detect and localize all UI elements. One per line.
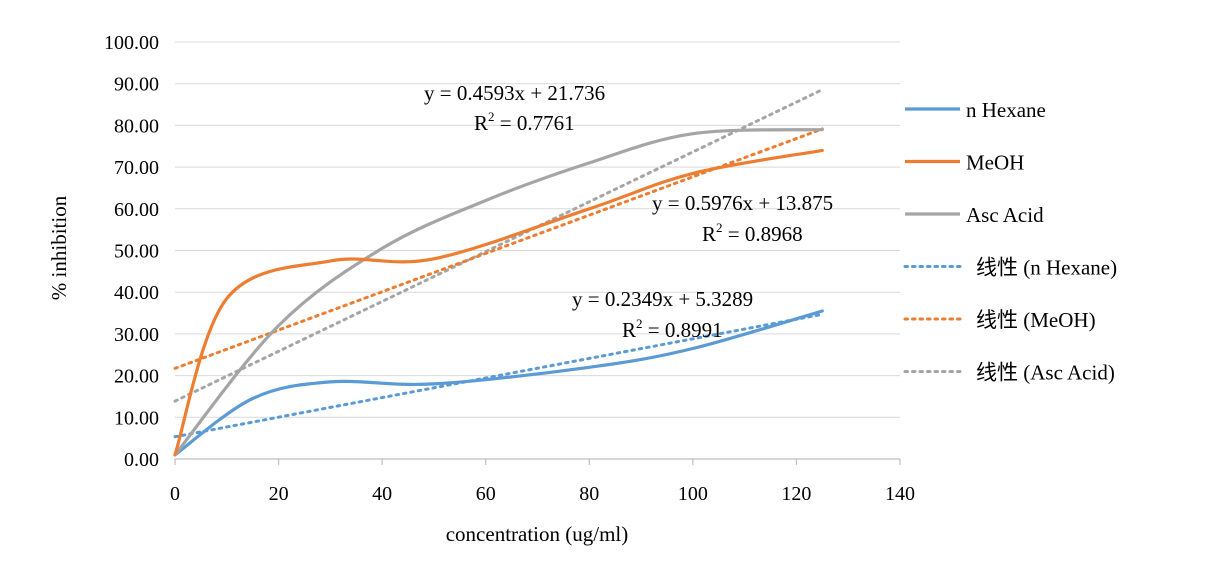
x-tick-label: 120 bbox=[781, 483, 811, 505]
equation-meoh: y = 0.4593x + 21.736 bbox=[424, 81, 605, 105]
trendline-linear-n-hexane bbox=[173, 312, 824, 439]
r2-asc-acid-value: = 0.8968 bbox=[723, 222, 803, 246]
series-layer bbox=[173, 88, 824, 457]
legend-label: 线性 (MeOH) bbox=[976, 308, 1096, 332]
y-tick-label: 50.00 bbox=[114, 241, 159, 263]
trendline-equations: y = 0.4593x + 21.736 R2 = 0.7761 y = 0.5… bbox=[424, 81, 833, 342]
x-tick-label: 140 bbox=[885, 483, 915, 505]
equation-asc-acid: y = 0.5976x + 13.875 bbox=[652, 191, 833, 215]
legend-label: MeOH bbox=[966, 151, 1024, 175]
y-tick-label: 0.00 bbox=[124, 449, 159, 471]
gridlines bbox=[175, 41, 900, 418]
y-tick-label: 70.00 bbox=[114, 157, 159, 179]
x-tick-label: 100 bbox=[678, 483, 708, 505]
series-line-asc-acid bbox=[173, 128, 824, 457]
legend-label: n Hexane bbox=[966, 98, 1046, 122]
y-tick-label: 20.00 bbox=[114, 366, 159, 388]
y-tick-label: 10.00 bbox=[114, 407, 159, 429]
legend: n Hexane MeOH Asc Acid 线性 (n Hexane) 线性 (MeO… bbox=[903, 98, 1117, 385]
trendline-linear-meoh bbox=[173, 127, 824, 370]
r2-asc-acid-label: R bbox=[702, 222, 716, 246]
r2-n-hexane-value: = 0.8991 bbox=[643, 318, 723, 342]
x-tick-label: 0 bbox=[170, 483, 180, 505]
x-tick-label: 20 bbox=[269, 483, 289, 505]
series-line-n-hexane bbox=[173, 309, 824, 457]
y-tick-label: 30.00 bbox=[114, 324, 159, 346]
series-line-meoh bbox=[173, 148, 824, 457]
r2-meoh-value: = 0.7761 bbox=[495, 111, 575, 135]
trendline-linear-asc-acid bbox=[173, 88, 824, 403]
r2-n-hexane-label: R bbox=[622, 318, 636, 342]
y-tick-label: 40.00 bbox=[114, 282, 159, 304]
y-tick-label: 60.00 bbox=[114, 199, 159, 221]
r2-n-hexane: R2 = 0.8991 bbox=[622, 316, 723, 342]
legend-label: 线性 (Asc Acid) bbox=[976, 361, 1115, 385]
x-tick-label: 80 bbox=[579, 483, 599, 505]
y-axis-ticks: 0.00 10.00 20.00 30.00 40.00 50.00 60.00 70.00 8… bbox=[104, 32, 159, 471]
y-tick-label: 100.00 bbox=[104, 32, 159, 54]
legend-label: Asc Acid bbox=[966, 203, 1044, 227]
r2-meoh-label: R bbox=[474, 111, 488, 135]
x-axis-title: concentration (ug/ml) bbox=[446, 522, 629, 546]
r2-meoh: R2 = 0.7761 bbox=[474, 109, 575, 135]
x-tick-label: 40 bbox=[372, 483, 392, 505]
y-tick-label: 90.00 bbox=[114, 74, 159, 96]
y-axis-title: % inhibition bbox=[47, 195, 71, 300]
equation-n-hexane: y = 0.2349x + 5.3289 bbox=[572, 287, 753, 311]
x-axis-ticks: 0 20 40 60 80 100 120 140 bbox=[170, 459, 915, 505]
r2-asc-acid: R2 = 0.8968 bbox=[702, 220, 803, 246]
y-tick-label: 80.00 bbox=[114, 115, 159, 137]
x-tick-label: 60 bbox=[476, 483, 496, 505]
legend-label: 线性 (n Hexane) bbox=[976, 256, 1117, 280]
